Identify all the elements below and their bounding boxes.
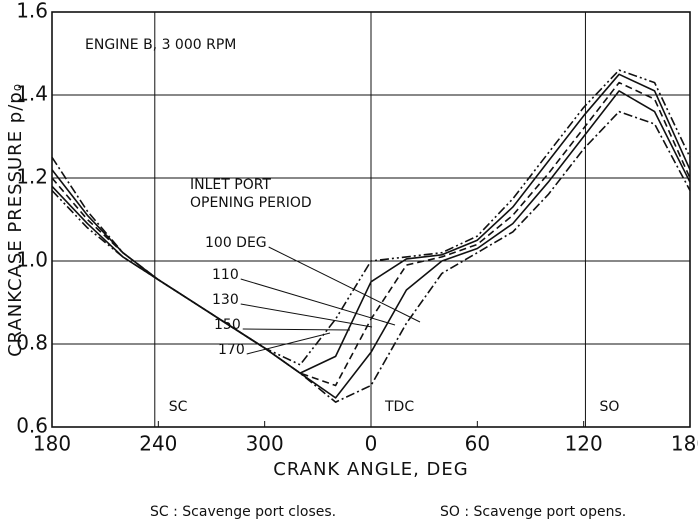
leader-line	[246, 332, 331, 355]
legend-title: INLET PORT	[190, 177, 271, 193]
leader-line	[268, 246, 421, 323]
leader-line	[240, 303, 373, 328]
y-tick-label: 1.6	[16, 0, 48, 23]
chart-title: ENGINE B, 3 000 RPM	[85, 37, 236, 53]
event-label: TDC	[384, 399, 414, 415]
x-tick-label: 300	[246, 432, 284, 456]
leader-line	[242, 328, 351, 331]
x-tick-label: 120	[565, 432, 603, 456]
y-axis-label: CRANKCASE PRESSURE p/p₀	[5, 83, 26, 357]
series-line	[51, 69, 691, 366]
legend-label: 110	[212, 267, 239, 283]
y-tick-label: 1.2	[16, 165, 48, 189]
legend-label: 130	[212, 292, 239, 308]
x-tick-label: 180	[33, 432, 71, 456]
x-tick-label: 60	[465, 432, 490, 456]
event-label: SC	[169, 399, 188, 415]
x-axis-label: CRANK ANGLE, DEG	[273, 459, 468, 480]
y-tick-label: 0.6	[16, 414, 48, 438]
x-tick-label: 0	[365, 432, 378, 456]
legend-label: 100 DEG	[205, 235, 267, 251]
caption: SC : Scavenge port closes.	[150, 504, 336, 520]
leader-line	[240, 278, 396, 326]
x-tick-label: 180	[671, 432, 698, 456]
event-label: SO	[599, 399, 619, 415]
x-tick-label: 240	[139, 432, 177, 456]
legend-label: 150	[214, 317, 241, 333]
legend-label: 170	[218, 342, 245, 358]
caption: SO : Scavenge port opens.	[440, 504, 626, 520]
legend-title: OPENING PERIOD	[190, 195, 312, 211]
y-tick-label: 1.4	[16, 82, 48, 106]
y-tick-label: 1.0	[16, 248, 48, 272]
y-tick-label: 0.8	[16, 331, 48, 355]
